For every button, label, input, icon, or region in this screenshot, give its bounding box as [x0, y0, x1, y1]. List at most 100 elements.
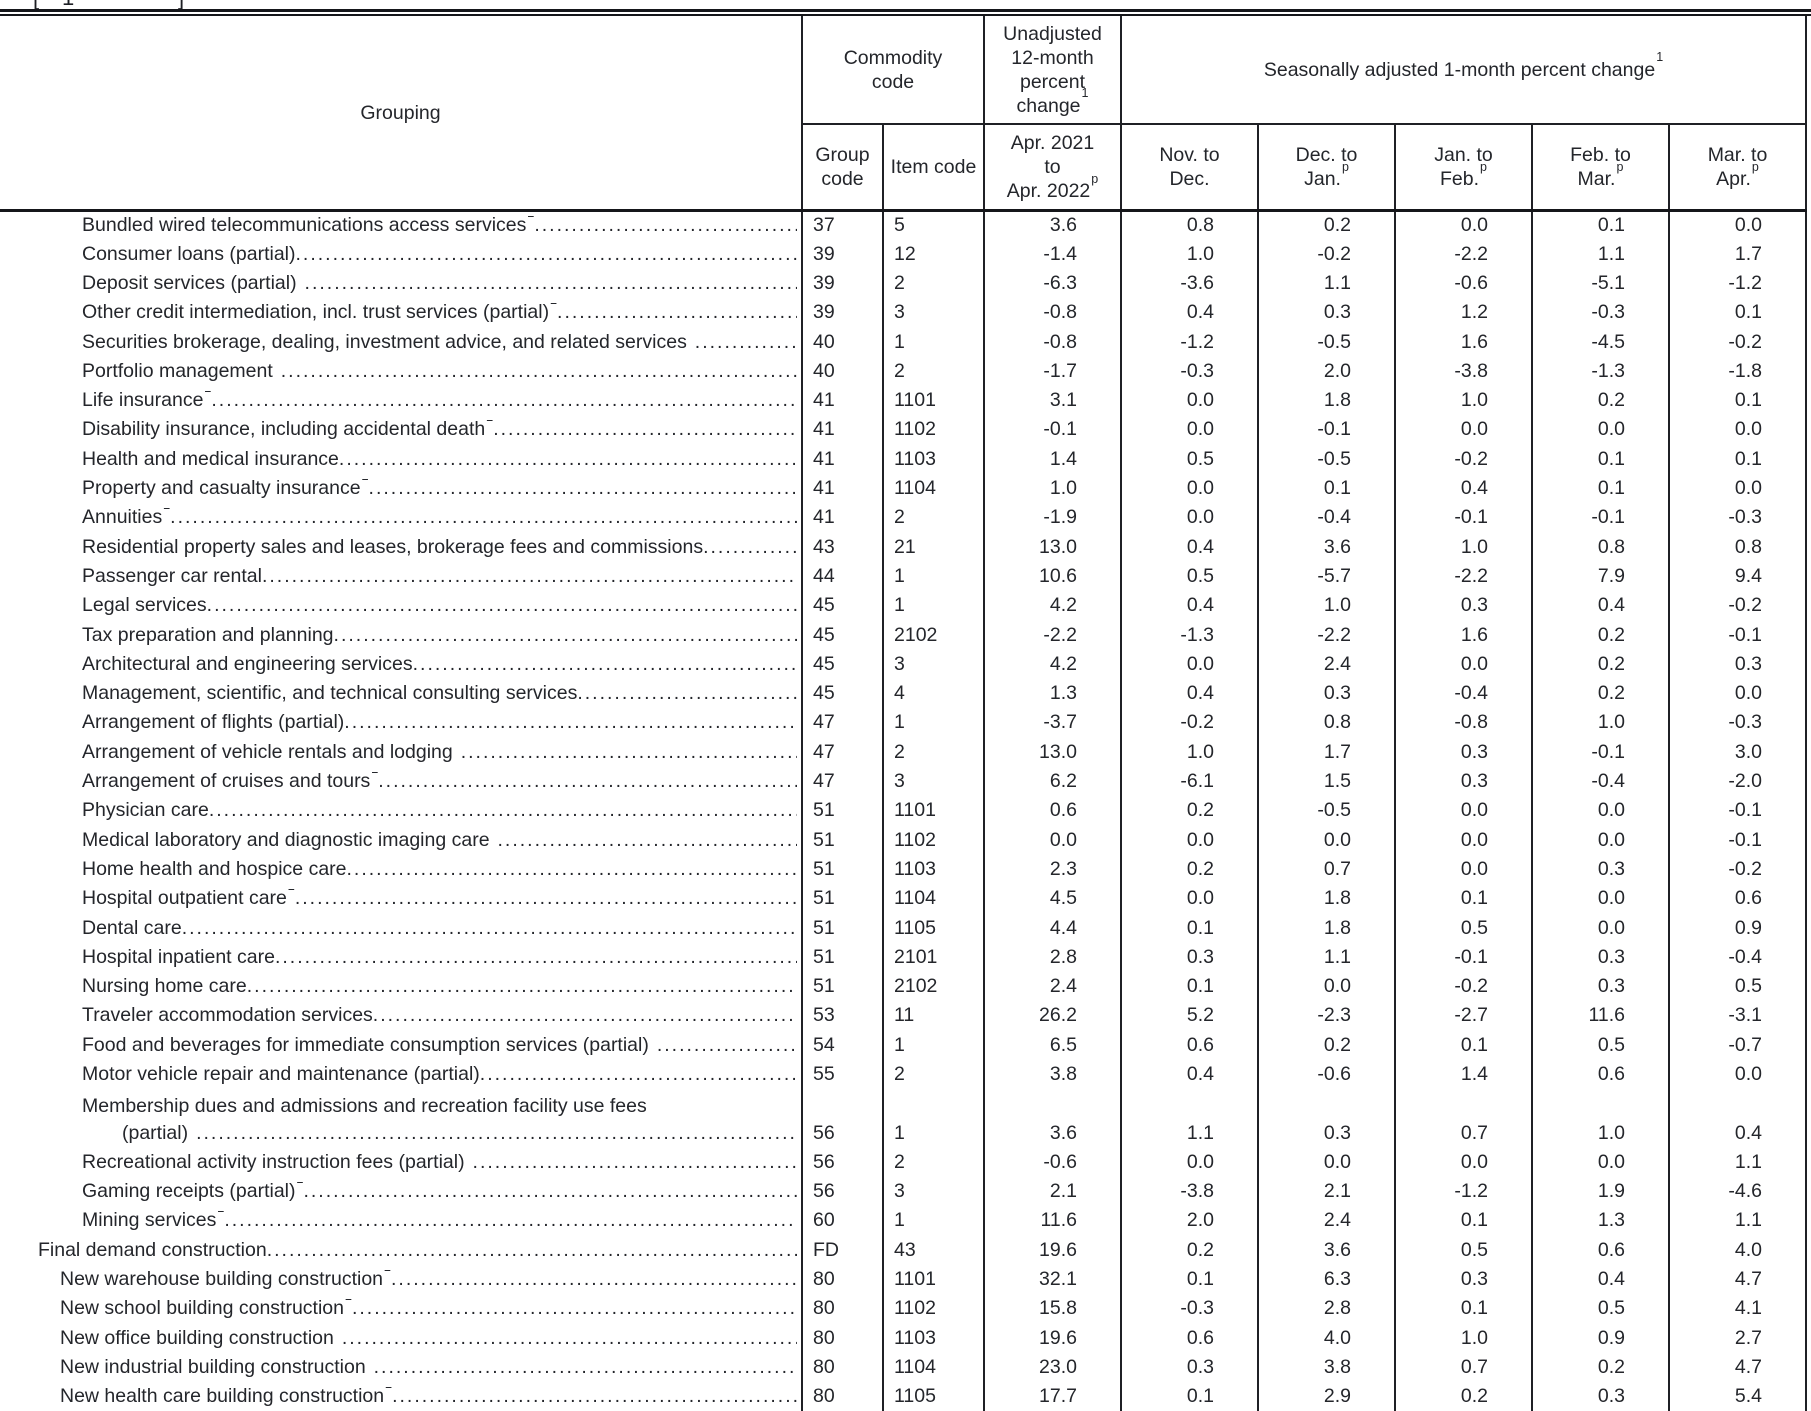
grouping-cell: Life insurance2: [0, 386, 802, 415]
footnote-marker: 2: [385, 1387, 392, 1391]
sa-value-cell: 0.0: [1668, 415, 1807, 445]
grouping-label: Consumer loans (partial): [82, 244, 296, 265]
sa-value-cell: 0.0: [1120, 386, 1258, 416]
sa-value-cell: 0.0: [1120, 415, 1258, 445]
grouping-cell: New health care building construction2: [0, 1382, 802, 1411]
sa-value-cell: 1.8: [1257, 386, 1395, 416]
grouping-cell: Arrangement of vehicle rentals and lodgi…: [0, 738, 802, 767]
footnote-marker: 2: [163, 508, 170, 512]
footnote-marker: 2: [466, 1153, 473, 1157]
grouping-label: Property and casualty insurance2: [82, 479, 369, 499]
sa-value-cell: 0.3: [1668, 649, 1807, 680]
sa-value-cell: 0.6: [1531, 1235, 1669, 1266]
table-row: Recreational activity instruction fees (…: [0, 1148, 1807, 1178]
item-code-cell: 1101: [882, 1265, 984, 1295]
grouping-label: Hospital outpatient care2: [82, 889, 295, 909]
dot-leader: [493, 420, 797, 440]
group-code-cell: 45: [801, 591, 883, 621]
group-code-cell: 45: [801, 679, 883, 709]
unadjusted-value-cell: -3.7: [983, 708, 1121, 738]
dot-leader: [207, 596, 797, 616]
sa-period-header: Nov. to Dec.: [1120, 124, 1258, 212]
footnote-marker: 1: [1656, 50, 1664, 64]
sa-value-cell: 0.3: [1394, 737, 1532, 768]
dot-leader: [473, 1153, 797, 1173]
sa-value-cell: 0.0: [1394, 415, 1532, 445]
grouping-cell: Residential property sales and leases, b…: [0, 533, 802, 562]
dot-leader: [196, 1124, 797, 1144]
grouping-label: New office building construction2: [60, 1329, 342, 1349]
footnote-marker: 2: [550, 303, 557, 307]
grouping-cell: Property and casualty insurance2: [0, 474, 802, 503]
grouping-cell: Arrangement of cruises and tours2: [0, 767, 802, 796]
grouping-cell: Hospital outpatient care2: [0, 884, 802, 913]
group-code-cell: 39: [801, 298, 883, 328]
sa-value-cell: 6.3: [1257, 1265, 1395, 1295]
dot-leader: [378, 772, 797, 792]
group-code-cell: FD: [801, 1235, 883, 1266]
sa-period-header: Feb. to Mar.p: [1531, 124, 1669, 212]
item-code-cell: 21: [882, 532, 984, 563]
sa-value-cell: -5.7: [1257, 562, 1395, 592]
dot-leader: [413, 655, 797, 675]
unadjusted-value-cell: -0.1: [983, 415, 1121, 445]
period-line: to: [1044, 156, 1061, 178]
grouping-label: Portfolio management2: [82, 362, 281, 382]
sa-value-cell: 0.4: [1120, 532, 1258, 563]
grouping-cell: New industrial building construction2: [0, 1353, 802, 1382]
sa-value-cell: 0.9: [1531, 1323, 1669, 1354]
sa-value-cell: 0.2: [1394, 1382, 1532, 1411]
group-code-cell: 56: [801, 1089, 883, 1148]
sa-value-cell: -0.3: [1668, 503, 1807, 533]
footnote-marker: 2: [688, 333, 695, 337]
sa-value-cell: -2.2: [1394, 239, 1532, 270]
grouping-cell: Medical laboratory and diagnostic imagin…: [0, 826, 802, 855]
footnote-marker: 2: [298, 274, 305, 278]
grouping-cell: Physician care: [0, 796, 802, 825]
sa-value-cell: -0.1: [1668, 796, 1807, 826]
preliminary-marker: p: [1616, 159, 1624, 174]
sa-value-cell: 0.2: [1120, 1235, 1258, 1266]
item-code-cell: 2102: [882, 972, 984, 1002]
table-row: Arrangement of vehicle rentals and lodgi…: [0, 737, 1807, 768]
group-code-cell: 41: [801, 503, 883, 533]
group-code-cell: 41: [801, 415, 883, 445]
unadjusted-value-cell: 2.3: [983, 855, 1121, 885]
sa-value-cell: 3.8: [1257, 1353, 1395, 1383]
sa-value-cell: 0.4: [1668, 1089, 1807, 1148]
item-code-cell: 1104: [882, 884, 984, 914]
sa-value-cell: 0.6: [1531, 1060, 1669, 1090]
sa-value-cell: 0.0: [1394, 1148, 1532, 1178]
sa-value-cell: 0.5: [1120, 562, 1258, 592]
grouping-label: Architectural and engineering services: [82, 654, 413, 675]
unadjusted-value-cell: 17.7: [983, 1382, 1121, 1411]
grouping-cell: Gaming receipts (partial)2: [0, 1177, 802, 1206]
item-code-cell: 3: [882, 767, 984, 797]
dot-leader: [498, 831, 797, 851]
table-row: Securities brokerage, dealing, investmen…: [0, 327, 1807, 357]
sa-value-cell: 0.0: [1394, 825, 1532, 856]
unadjusted-value-cell: 23.0: [983, 1353, 1121, 1383]
footnote-marker: 2: [217, 1211, 224, 1215]
sa-value-cell: 0.1: [1531, 474, 1669, 504]
sa-value-cell: 2.9: [1257, 1382, 1395, 1411]
item-code-cell: 1101: [882, 796, 984, 826]
sa-value-cell: 2.7: [1668, 1323, 1807, 1354]
table-row: Disability insurance, including accident…: [0, 415, 1807, 445]
sa-value-cell: -0.5: [1257, 796, 1395, 826]
item-code-cell: 3: [882, 298, 984, 328]
grouping-header-label: Grouping: [360, 101, 441, 124]
group-code-cell: 45: [801, 649, 883, 680]
sa-value-cell: 1.9: [1531, 1177, 1669, 1207]
dot-leader: [534, 216, 797, 236]
table-row: Gaming receipts (partial)25632.1-3.82.1-…: [0, 1177, 1807, 1207]
grouping-cell: Tax preparation and planning: [0, 621, 802, 650]
group-code-cell: 47: [801, 708, 883, 738]
sa-value-cell: -0.5: [1257, 444, 1395, 475]
item-code-cell: 2: [882, 269, 984, 299]
dot-leader: [577, 684, 797, 704]
sa-value-cell: 0.5: [1531, 1030, 1669, 1061]
item-code-cell: 1: [882, 1206, 984, 1236]
group-code-cell: 80: [801, 1294, 883, 1324]
sa-value-cell: 1.1: [1120, 1089, 1258, 1148]
